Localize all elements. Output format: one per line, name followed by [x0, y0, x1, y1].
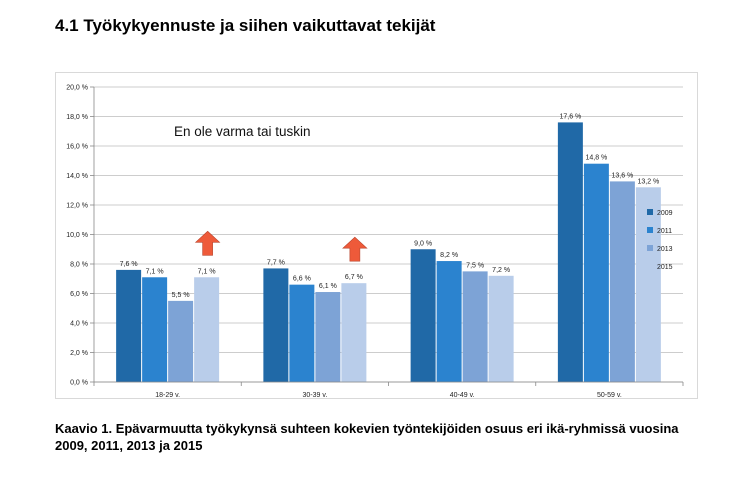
legend-swatch-2011: [647, 227, 653, 233]
y-tick-label: 12,0 %: [66, 203, 88, 210]
y-tick-label: 2,0 %: [70, 350, 88, 357]
bar-2013-3: [609, 181, 635, 382]
category-label: 30-39 v.: [302, 392, 327, 398]
data-label: 5,5 %: [172, 292, 190, 299]
y-tick-label: 6,0 %: [70, 291, 88, 298]
bar-2013-1: [315, 292, 341, 382]
y-tick-label: 20,0 %: [66, 85, 88, 92]
y-tick-label: 10,0 %: [66, 232, 88, 239]
bar-2011-0: [142, 277, 168, 382]
data-label: 8,2 %: [440, 252, 458, 259]
legend-swatch-2015: [647, 263, 653, 269]
bar-2009-2: [410, 249, 436, 382]
category-label: 50-59 v.: [597, 392, 622, 398]
legend-label-2013: 2013: [657, 246, 673, 253]
bar-2013-2: [462, 271, 488, 382]
data-label: 13,6 %: [611, 172, 633, 179]
chart-annotation: En ole varma tai tuskin: [174, 124, 311, 139]
data-label: 6,1 %: [319, 283, 337, 290]
bar-2009-3: [557, 122, 583, 383]
data-label: 7,1 %: [198, 268, 216, 275]
legend-swatch-2013: [647, 245, 653, 251]
bar-chart: 7,6 % 7,1 % 5,5 % 7,1 % 7,7 % 6,6 % 6,1 % 6,7 %…: [66, 85, 684, 398]
data-label: 7,6 %: [120, 261, 138, 268]
figure-caption: Kaavio 1. Epävarmuutta työkykynsä suhtee…: [55, 421, 679, 453]
y-tick-label: 18,0 %: [66, 114, 88, 121]
bar-2015-3: [635, 187, 661, 382]
arrows-layer: [194, 230, 368, 262]
category-label: 18-29 v.: [155, 392, 180, 398]
y-tick-label: 14,0 %: [66, 173, 88, 180]
y-tick-label: 0,0 %: [70, 380, 88, 387]
bar-2015-2: [488, 275, 514, 382]
y-tick-label: 4,0 %: [70, 321, 88, 328]
bar-2009-1: [263, 268, 289, 382]
chart-frame: 7,6 % 7,1 % 5,5 % 7,1 % 7,7 % 6,6 % 6,1 % 6,7 %…: [55, 72, 698, 399]
bar-2011-3: [583, 163, 609, 382]
up-arrow-icon: [194, 230, 221, 256]
y-tick-label: 8,0 %: [70, 262, 88, 269]
legend-swatch-2009: [647, 209, 653, 215]
labels-layer: 7,6 % 7,1 % 5,5 % 7,1 % 7,7 % 6,6 % 6,1 % 6,7 %…: [120, 113, 660, 298]
bar-2011-1: [289, 284, 315, 382]
data-label: 7,7 %: [267, 259, 285, 266]
bar-2009-0: [116, 269, 142, 382]
bars-layer: [116, 122, 661, 383]
data-label: 6,7 %: [345, 274, 363, 281]
bar-2011-2: [436, 261, 462, 382]
bar-2015-1: [341, 283, 367, 382]
category-label: 40-49 v.: [450, 392, 475, 398]
data-label: 7,1 %: [146, 268, 164, 275]
data-label: 17,6 %: [559, 113, 581, 120]
data-label: 7,2 %: [492, 267, 510, 274]
legend-label-2011: 2011: [657, 228, 672, 235]
data-label: 13,2 %: [637, 178, 659, 185]
page-heading: 4.1 Työkykyennuste ja siihen vaikuttavat…: [55, 16, 436, 35]
data-label: 14,8 %: [585, 155, 607, 162]
bar-2015-0: [194, 277, 220, 382]
legend: 2009 2011 2013 2015: [647, 209, 673, 271]
data-label: 7,5 %: [466, 262, 484, 269]
axis-layer: 0,0 % 2,0 % 4,0 % 6,0 % 8,0 % 10,0 % 12,0 % 14,…: [66, 85, 684, 398]
data-label: 9,0 %: [414, 240, 432, 247]
bar-2013-0: [168, 300, 194, 382]
legend-label-2009: 2009: [657, 210, 673, 217]
data-label: 6,6 %: [293, 276, 311, 283]
y-tick-label: 16,0 %: [66, 144, 88, 151]
legend-label-2015: 2015: [657, 264, 673, 271]
up-arrow-icon: [342, 236, 368, 262]
